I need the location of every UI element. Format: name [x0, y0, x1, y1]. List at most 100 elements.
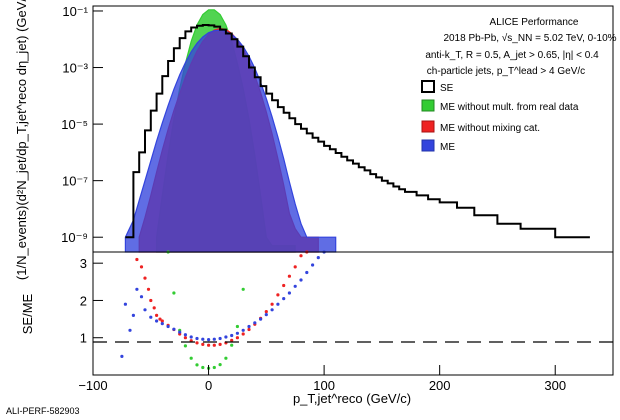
- x-tick-label-1: 0: [205, 378, 212, 393]
- ratio-point-me: [264, 313, 268, 317]
- ratio-point-me-nocat: [287, 274, 291, 278]
- top-y-tick-label-3: 10⁻⁷: [62, 174, 88, 189]
- ratio-point-me-real: [218, 363, 222, 367]
- ratio-point-me-nocat: [230, 338, 234, 342]
- ratio-point-me: [259, 317, 263, 321]
- perf-line-4: ch-particle jets, p_T^lead > 4 GeV/c: [427, 66, 585, 77]
- bottom-y-axis-label: SE/ME: [20, 293, 35, 334]
- ratio-point-me: [270, 308, 274, 312]
- bottom-y-tick-label-2: 3: [80, 256, 87, 271]
- ratio-point-me: [253, 321, 257, 325]
- ratio-point-me-nocat: [276, 293, 280, 297]
- ratio-point-me: [178, 330, 182, 334]
- x-tick-label-0: −100: [78, 378, 107, 393]
- ratio-point-me-nocat: [299, 254, 303, 258]
- ratio-point-me: [207, 338, 211, 342]
- ratio-point-me-nocat: [139, 265, 144, 269]
- ratio-point-me-real: [235, 324, 239, 329]
- ratio-point-me: [183, 333, 187, 337]
- watermark: ALI-PERF-582903: [6, 406, 80, 416]
- legend-swatch-me-nocat: [421, 120, 435, 133]
- ratio-point-me: [172, 327, 176, 331]
- perf-line-3: anti-k_T, R = 0.5, A_jet > 0.65, |η| < 0…: [425, 50, 599, 61]
- bottom-y-tick-label-0: 1: [80, 331, 87, 346]
- ratio-point-me: [155, 319, 159, 323]
- ratio-point-me-real: [189, 356, 193, 360]
- bottom-panel-frame: [92, 251, 614, 376]
- x-axis-label: p_T,jet^reco (GeV/c): [293, 391, 411, 406]
- ratio-point-me-nocat: [282, 283, 286, 288]
- ratio-point-me-nocat: [155, 313, 159, 317]
- legend: SE ME without mult. from real data ME wi…: [421, 80, 579, 153]
- legend-swatch-me: [421, 139, 435, 152]
- ratio-point-me-nocat: [201, 342, 205, 346]
- ratio-point-me-nocat: [146, 287, 151, 291]
- ratio-point-me-nocat: [195, 341, 199, 345]
- ratio-point-me: [201, 337, 205, 341]
- x-tick-label-3: 200: [429, 378, 451, 393]
- bottom-panel-ratio-points: [120, 250, 326, 370]
- ratio-point-me: [224, 335, 228, 339]
- ratio-point-me-nocat: [152, 306, 156, 310]
- ratio-point-me: [282, 297, 286, 301]
- top-panel-series-bands: [124, 9, 337, 253]
- ratio-point-me-nocat: [160, 319, 164, 323]
- ratio-point-me: [218, 336, 222, 341]
- legend-label-se: SE: [440, 83, 454, 94]
- top-y-tick-label-1: 10⁻³: [62, 61, 88, 76]
- se-step-line: [125, 24, 590, 239]
- top-y-tick-label-0: 10⁻¹: [62, 4, 88, 19]
- legend-swatch-se: [421, 80, 435, 93]
- top-panel-se-line: [125, 24, 590, 239]
- ratio-point-me-nocat: [207, 343, 211, 347]
- top-panel-y-ticks: 10⁻¹ 10⁻³ 10⁻⁵ 10⁻⁷ 10⁻⁹: [61, 4, 103, 245]
- ratio-point-me-nocat: [235, 336, 239, 340]
- x-tick-label-4: 300: [544, 378, 566, 393]
- ratio-point-me-real: [230, 343, 234, 347]
- bottom-panel-ticks: 1 2 3 −100 0 100 200 300: [78, 256, 566, 393]
- ratio-point-me: [139, 295, 144, 299]
- legend-label-me-nocat: ME without mixing cat.: [440, 123, 540, 134]
- ratio-point-me: [120, 354, 124, 358]
- ratio-point-me: [131, 313, 135, 317]
- ratio-point-me: [189, 335, 193, 339]
- ratio-point-me: [195, 336, 199, 341]
- ratio-point-me: [235, 331, 239, 335]
- ratio-point-me-nocat: [241, 332, 245, 336]
- top-y-tick-label-4: 10⁻⁹: [61, 230, 88, 245]
- ratio-point-me-nocat: [135, 257, 139, 262]
- top-y-axis-label: (1/N_events)(d²N_jet/dp_T,jet^reco dη_je…: [14, 0, 29, 280]
- top-y-tick-label-2: 10⁻⁵: [61, 117, 88, 132]
- ratio-point-me-real: [241, 287, 245, 291]
- ratio-point-me: [293, 284, 297, 288]
- ratio-point-me: [241, 328, 245, 332]
- bottom-y-tick-label-1: 2: [80, 293, 87, 308]
- legend-label-me-real: ME without mult. from real data: [440, 102, 579, 113]
- ratio-point-me-nocat: [149, 298, 153, 303]
- ratio-point-me: [135, 287, 139, 291]
- ratio-point-me: [123, 302, 127, 306]
- legend-label-me: ME: [440, 142, 455, 153]
- performance-text-block: ALICE Performance 2018 Pb-Pb, √s_NN = 5.…: [425, 17, 616, 77]
- ratio-point-me: [212, 337, 216, 341]
- ratio-point-me: [160, 322, 164, 326]
- ratio-point-me: [305, 270, 309, 275]
- ratio-point-me-real: [201, 365, 205, 370]
- ratio-point-me-nocat: [218, 342, 222, 346]
- ratio-point-me-nocat: [158, 317, 162, 321]
- ratio-point-me-real: [172, 291, 176, 295]
- x-tick-label-2: 100: [313, 378, 335, 393]
- ratio-point-me: [143, 308, 147, 312]
- ratio-point-me-nocat: [183, 336, 187, 340]
- ratio-point-me-real: [183, 344, 187, 348]
- ratio-point-me: [128, 328, 132, 332]
- ratio-point-me: [247, 324, 251, 329]
- ratio-point-me-real: [224, 356, 228, 360]
- perf-line-1: ALICE Performance: [490, 17, 579, 28]
- ratio-point-me: [149, 315, 153, 319]
- ratio-point-me-nocat: [270, 302, 274, 306]
- ratio-point-me-nocat: [264, 310, 268, 314]
- ratio-point-me-nocat: [293, 265, 297, 269]
- ratio-point-me-nocat: [212, 343, 216, 347]
